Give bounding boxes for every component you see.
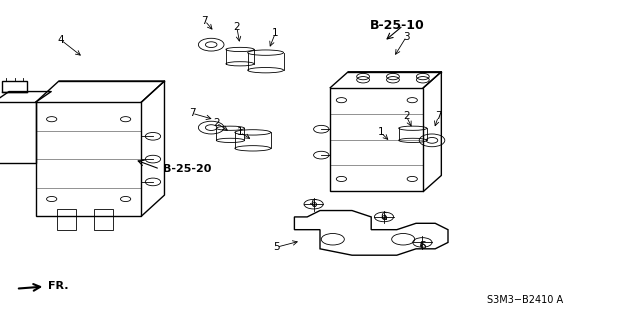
Text: 1: 1 [378,127,384,137]
Bar [36,102,141,216]
Bar [0,102,36,164]
Text: 6: 6 [310,199,317,209]
Text: 7: 7 [435,111,442,122]
Text: 2: 2 [403,111,410,122]
Text: 1: 1 [237,127,243,137]
Bar [57,209,76,230]
Text: 1: 1 [272,28,278,39]
Text: 3: 3 [403,32,410,42]
Text: 6: 6 [419,241,426,251]
Text: FR.: FR. [19,280,68,291]
Text: 2: 2 [234,22,240,32]
Text: S3M3−B2410 A: S3M3−B2410 A [487,295,563,305]
Bar [330,88,424,191]
Text: 5: 5 [273,242,280,252]
Bar [94,209,113,230]
Bar [2,81,28,92]
Text: 6: 6 [381,212,387,222]
Text: 7: 7 [202,16,208,26]
Text: 2: 2 [213,118,220,128]
Text: B-25-20: B-25-20 [163,164,212,174]
Text: B-25-10: B-25-10 [369,19,424,32]
Text: 7: 7 [189,108,195,118]
Text: 4: 4 [58,35,64,45]
